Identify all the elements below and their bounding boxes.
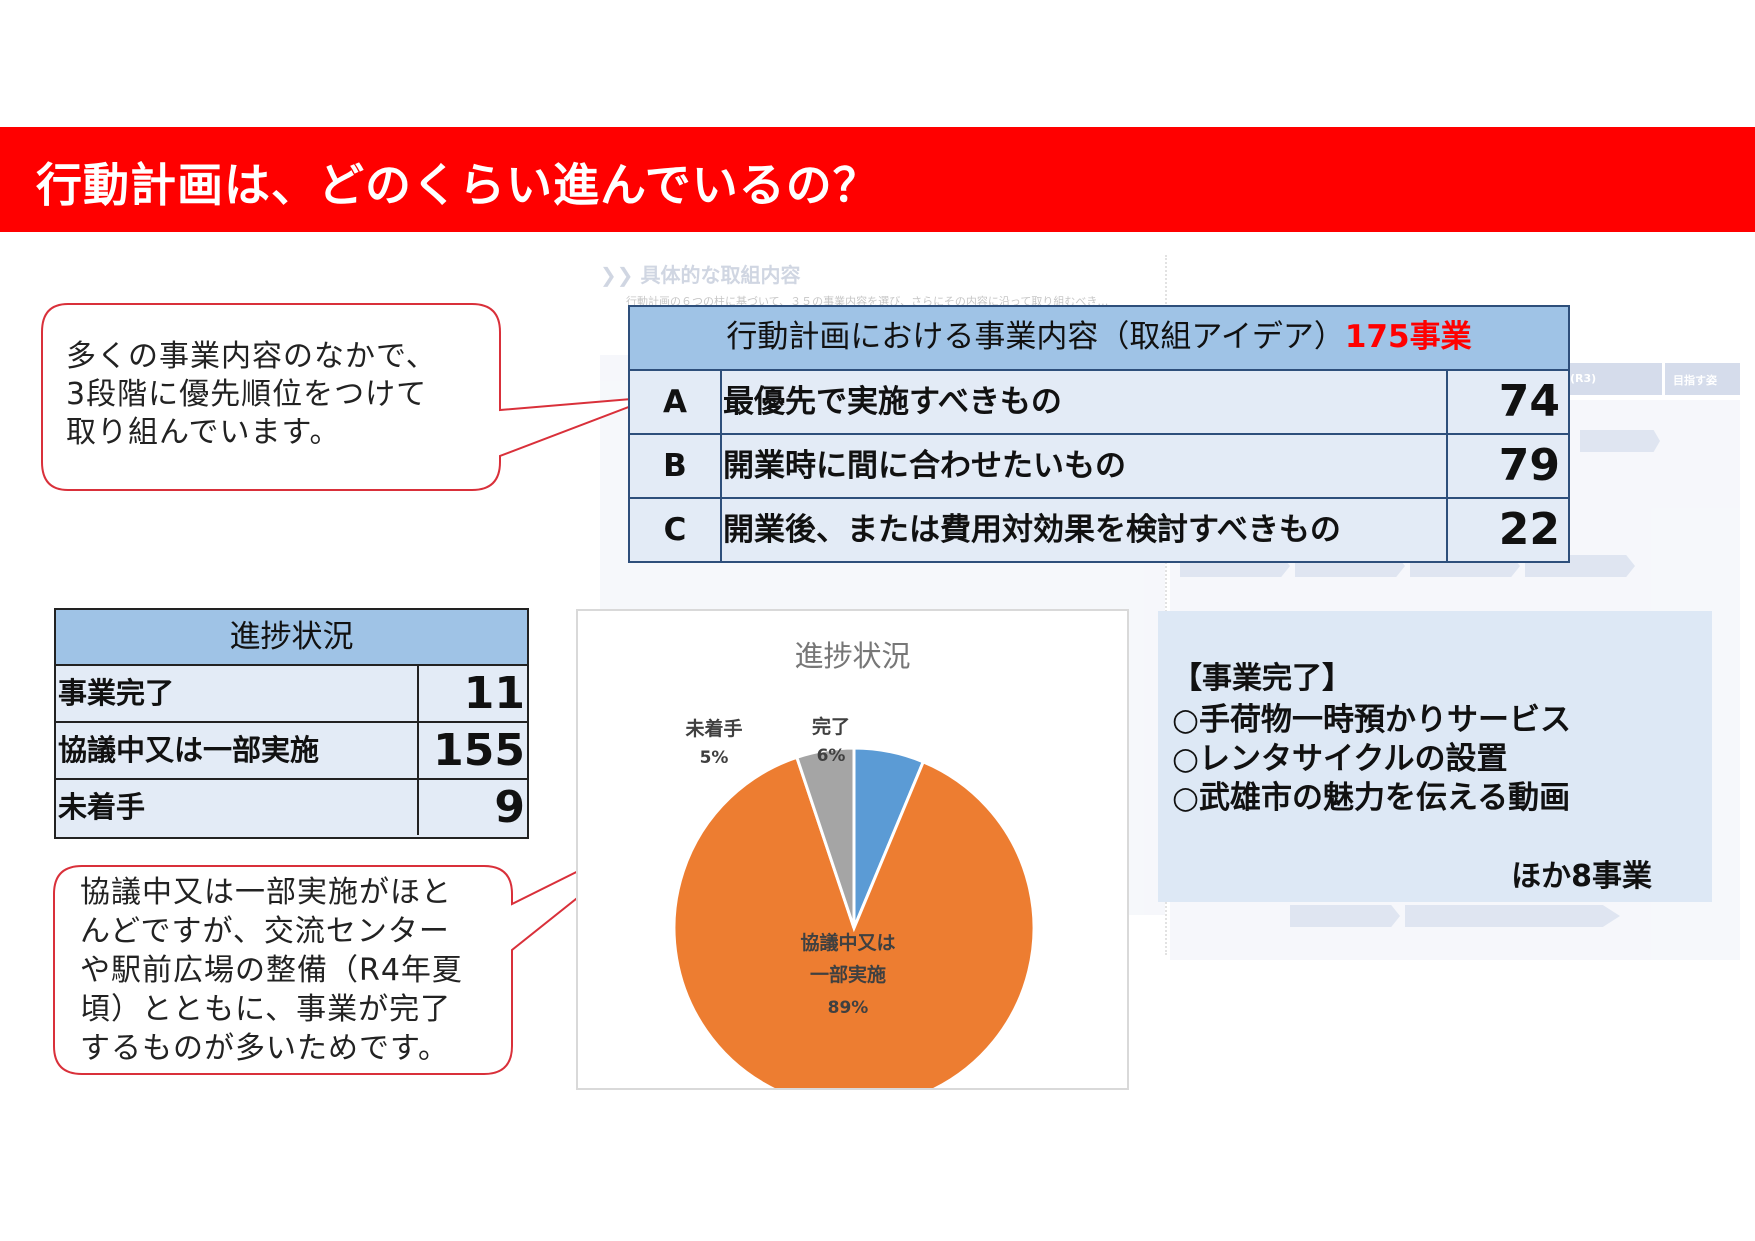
priority-count: 79 <box>1446 435 1568 497</box>
pie-slice-1 <box>672 755 1036 1088</box>
background-doc-arrow <box>1290 905 1400 927</box>
priority-letter: C <box>630 499 722 561</box>
pie-percent-label: 5% <box>700 748 729 768</box>
progress-count: 9 <box>417 780 527 835</box>
plan-table: 行動計画における事業内容（取組アイデア）175事業 A 最優先で実施すべきもの … <box>628 305 1570 563</box>
priority-count: 22 <box>1446 499 1568 561</box>
progress-count: 155 <box>417 723 527 778</box>
priority-description: 開業時に間に合わせたいもの <box>723 448 1126 484</box>
pie-label: 完了 <box>812 715 850 738</box>
table-row: 協議中又は一部実施 155 <box>56 723 527 780</box>
priority-description: 開業後、または費用対効果を検討すべきもの <box>723 512 1341 548</box>
pie-label: 未着手 <box>684 717 742 740</box>
pie-slice-2 <box>794 746 856 929</box>
pie-percent-label: 6% <box>817 746 846 766</box>
pie-percent-label: 89% <box>828 998 869 1018</box>
table-row: A 最優先で実施すべきもの 74 <box>630 371 1568 435</box>
progress-label: 協議中又は一部実施 <box>58 733 320 767</box>
background-doc-arrow <box>1580 430 1660 452</box>
background-doc-subtitle: 行動計画の６つの柱に基づいて、３５の事業内容を選び、さらにその内容に沿って取り組… <box>626 295 1109 308</box>
progress-table-header: 進捗状況 <box>56 610 527 666</box>
callout-bottom-text: 協議中又は一部実施がほと んどですが、交流センター や駅前広場の整備（R4年夏 … <box>80 875 463 1066</box>
priority-count: 74 <box>1446 371 1568 433</box>
double-chevron-icon: ❯❯ <box>600 263 641 287</box>
table-row: C 開業後、または費用対効果を検討すべきもの 22 <box>630 499 1568 563</box>
table-row: 事業完了 11 <box>56 666 527 723</box>
background-doc-heading: ❯❯ 具体的な取組内容 <box>600 263 801 287</box>
progress-label: 未着手 <box>58 790 146 824</box>
plan-total: 175事業 <box>1344 319 1472 355</box>
title-banner: 行動計画は、どのくらい進んでいるの？ <box>0 127 1755 232</box>
background-doc-header-cell: (R3) <box>1562 363 1662 395</box>
priority-letter: A <box>630 371 722 433</box>
progress-table: 進捗状況 事業完了 11 協議中又は一部実施 155 未着手 9 <box>54 608 529 839</box>
progress-label: 事業完了 <box>58 676 175 710</box>
completed-item: ○手荷物一時預かりサービス <box>1172 702 1572 738</box>
progress-count: 11 <box>417 666 527 721</box>
background-doc-arrow <box>1405 905 1620 927</box>
plan-table-header: 行動計画における事業内容（取組アイデア）175事業 <box>630 307 1568 371</box>
pie-chart: 完了 6% 協議中又は一部実施 89% 未着手 5% <box>672 715 1036 1088</box>
pie-label: 一部実施 <box>810 963 886 986</box>
table-row: 未着手 9 <box>56 780 527 837</box>
background-doc-header-goal: 目指す姿 <box>1665 363 1740 395</box>
completed-heading: 【事業完了】 <box>1172 661 1352 696</box>
page-title: 行動計画は、どのくらい進んでいるの？ <box>36 158 880 212</box>
completed-more-count: ほか8事業 <box>1511 859 1652 894</box>
pie-chart-panel: 進捗状況 完了 6% 協議中又は一部実施 89% 未着手 5% <box>576 609 1129 1090</box>
completed-item: ○レンタサイクルの設置 <box>1172 741 1508 777</box>
completed-item: ○武雄市の魅力を伝える動画 <box>1172 780 1571 816</box>
pie-label: 協議中又は <box>800 931 895 954</box>
background-doc-divider <box>1165 255 1168 955</box>
completed-projects-box: 【事業完了】 ○手荷物一時預かりサービス ○レンタサイクルの設置 ○武雄市の魅力… <box>1158 611 1712 902</box>
callout-top-text: 多くの事業内容のなかで、 3段階に優先順位をつけて 取り組んでいます。 <box>66 339 437 450</box>
table-row: B 開業時に間に合わせたいもの 79 <box>630 435 1568 499</box>
priority-letter: B <box>630 435 722 497</box>
priority-description: 最優先で実施すべきもの <box>723 384 1062 420</box>
chart-title: 進捗状況 <box>794 639 911 673</box>
